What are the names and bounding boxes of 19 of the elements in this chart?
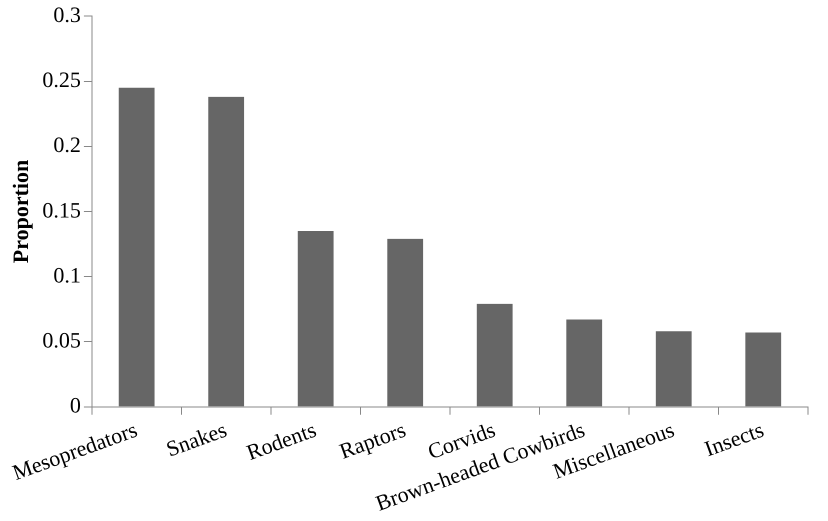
y-tick-label: 0.25 [42,67,81,92]
bar [566,320,602,406]
y-tick-label: 0.05 [42,327,81,352]
bar [745,332,782,406]
x-tick-label: Insects [701,416,767,462]
y-axis-title: Proportion [8,160,33,264]
bar [387,238,424,406]
bar [118,88,155,406]
x-tick-label: Rodents [243,416,320,465]
x-tick-label: Snakes [162,416,230,462]
y-tick-label: 0 [70,392,81,418]
bar [476,304,513,406]
bar [656,331,692,406]
y-tick-label: 0.15 [42,197,81,222]
y-tick-label: 0.1 [53,262,81,288]
bar [208,96,244,406]
bar [298,231,334,406]
y-tick-label: 0.3 [53,2,81,27]
y-tick-label: 0.2 [53,132,81,158]
